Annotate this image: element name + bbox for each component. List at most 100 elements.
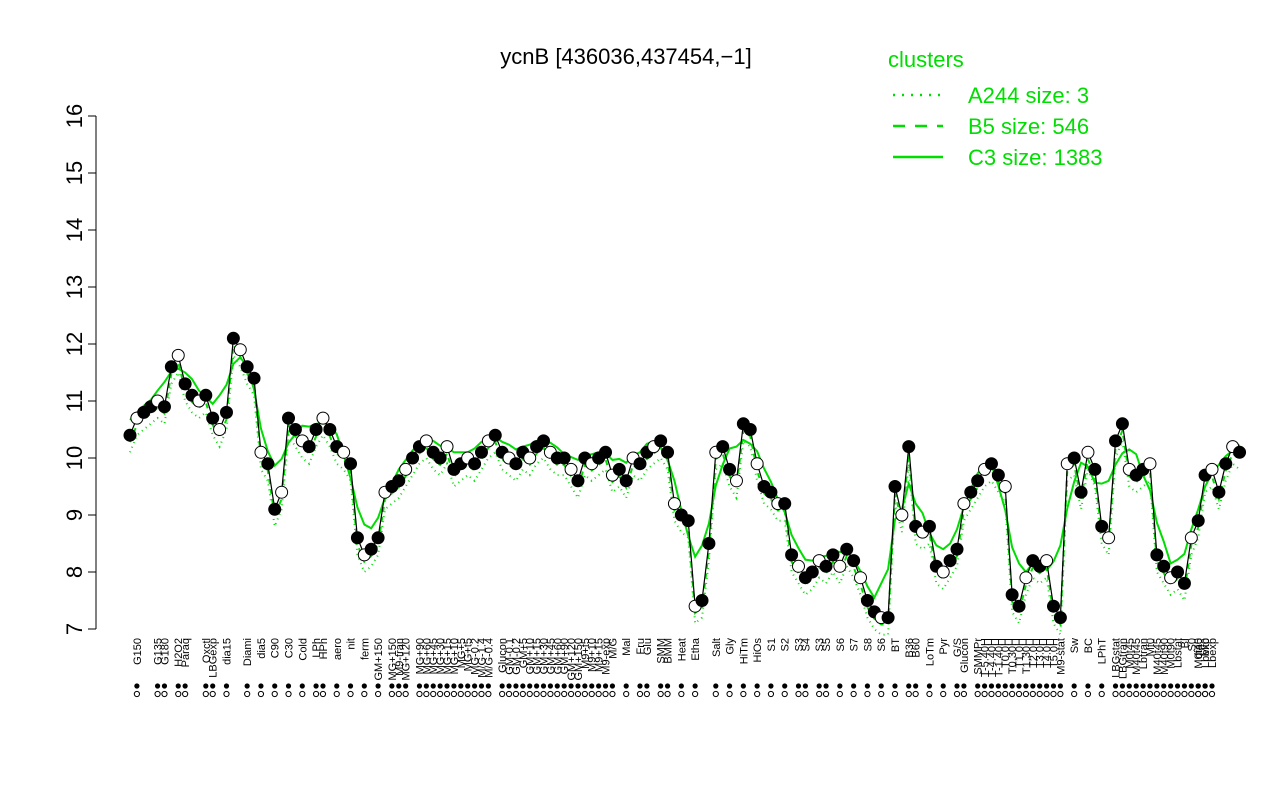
x-tick-marker-filled [582, 683, 588, 689]
x-tick-label: MG+30 [435, 638, 447, 674]
x-tick-marker-filled [389, 683, 395, 689]
x-tick-marker-filled [334, 683, 340, 689]
x-tick-marker-open [960, 690, 967, 698]
x-tick-label: MG+45 [428, 638, 440, 674]
x-tick-label: M/G-0.4 [483, 638, 495, 678]
x-tick-label: GM+10 [525, 638, 537, 674]
x-tick-label: GM+60 [552, 638, 564, 674]
legend: clusters A244 size: 3 B5 size: 546 C3 size… [888, 47, 1103, 170]
x-tick-marker-open [588, 690, 595, 698]
x-tick-marker-filled [175, 683, 181, 689]
x-tick-label: T-1.40H [993, 638, 1005, 677]
x-tick-marker-open [430, 690, 437, 698]
x-tick-label: MG+t5 [463, 638, 475, 671]
x-tick-marker-filled [754, 683, 760, 689]
x-tick-label: Pyr [938, 638, 950, 655]
x-tick-marker-filled [913, 683, 919, 689]
x-tick-label: BMM [663, 638, 675, 664]
x-tick-marker-filled [575, 683, 581, 689]
x-tick-marker-filled [1085, 683, 1091, 689]
x-tick-marker-filled [1119, 683, 1126, 689]
x-tick-marker-filled [837, 683, 843, 689]
x-tick-marker-filled [795, 683, 802, 689]
data-point-filled [344, 457, 358, 471]
x-tick-marker-filled [658, 683, 664, 689]
legend-label: C3 size: 1383 [968, 145, 1103, 170]
legend-label: A244 size: 3 [968, 83, 1089, 108]
x-tick-marker-open [437, 690, 444, 698]
data-point-filled [268, 502, 282, 516]
data-point-filled [971, 474, 985, 488]
x-tick-label: G180 [159, 638, 171, 665]
data-point-filled [826, 548, 840, 562]
data-point-filled [723, 462, 737, 476]
x-tick-marker-filled [451, 683, 457, 689]
data-point-open [1040, 554, 1054, 568]
x-tick-marker-filled [568, 683, 574, 689]
x-tick-marker-filled [851, 683, 857, 689]
x-tick-marker-open [581, 690, 588, 698]
x-tick-marker-open [657, 690, 664, 698]
x-tick-label: S3 [814, 638, 826, 651]
x-tick-marker-filled [485, 683, 491, 689]
x-tick-label: LPh [311, 638, 323, 658]
x-tick-marker-open [891, 690, 899, 698]
cluster-line-a244 [129, 352, 1241, 639]
x-tick-marker-open [1202, 690, 1209, 698]
data-point-filled [288, 423, 302, 436]
x-tick-label: GM+30 [539, 638, 551, 674]
x-tick-marker-filled [320, 683, 326, 689]
data-point-filled [819, 559, 833, 573]
data-point-open [957, 497, 971, 511]
x-tick-marker-open [1057, 690, 1064, 698]
x-tick-label: MG+150 [387, 638, 399, 681]
data-point-filled [743, 423, 757, 436]
x-tick-label: HiOs [752, 638, 764, 663]
x-tick-marker-open [499, 690, 506, 698]
x-tick-marker-filled [403, 683, 409, 689]
x-tick-marker-open [209, 690, 216, 698]
x-tick-label: MG+5 [456, 638, 468, 668]
data-point-filled [488, 428, 502, 442]
data-point-open [440, 440, 454, 454]
x-tick-marker-filled [1195, 683, 1201, 689]
x-tick-label: T4.0H [1042, 638, 1054, 668]
x-tick-marker-filled [802, 683, 808, 689]
x-tick-marker-filled [961, 683, 967, 689]
x-tick-label: Lbtran [1138, 638, 1150, 669]
x-tick-label: S5 [821, 638, 833, 651]
data-point-filled [350, 531, 364, 545]
x-tick-label: T1.0H [1014, 638, 1026, 668]
x-tick-label: LBGexp [208, 638, 220, 678]
x-tick-marker-filled [644, 683, 650, 689]
y-tick-label: 15 [62, 161, 87, 185]
data-point-open [895, 508, 909, 522]
data-point-filled [240, 360, 254, 374]
data-point-filled [881, 611, 895, 625]
data-point-open [213, 423, 227, 436]
data-point-filled [1046, 599, 1060, 613]
x-tick-marker-filled [244, 683, 250, 689]
x-tick-label: ferm [359, 638, 371, 660]
data-point-filled [406, 451, 420, 465]
legend-label: B5 size: 546 [968, 114, 1089, 139]
data-point-filled [1109, 434, 1123, 448]
x-tick-marker-filled [768, 683, 774, 689]
x-tick-marker-filled [1050, 683, 1057, 689]
x-tick-marker-open [161, 690, 168, 698]
data-point-open [854, 571, 868, 585]
x-tick-label: S2 [780, 638, 792, 651]
x-tick-label: Mal [621, 638, 633, 656]
x-tick-marker-open [547, 690, 554, 698]
x-tick-marker-filled [416, 683, 423, 689]
x-tick-marker-open [602, 690, 609, 698]
x-tick-marker-open [1146, 690, 1154, 698]
x-tick-marker-filled [375, 683, 381, 689]
x-tick-marker-filled [1016, 683, 1022, 689]
data-point-open [1143, 457, 1157, 471]
data-point-filled [247, 371, 261, 385]
y-tick-label: 8 [62, 566, 87, 578]
data-point-filled [785, 548, 799, 562]
x-tick-label: M40t45 [1131, 638, 1143, 675]
data-point-filled [1012, 599, 1026, 613]
